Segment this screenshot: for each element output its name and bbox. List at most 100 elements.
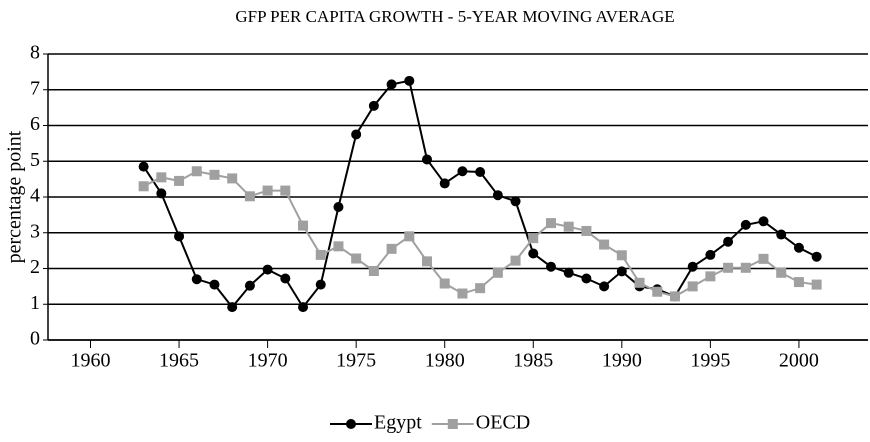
data-point: [227, 173, 238, 184]
y-tick-label: 3: [30, 220, 40, 242]
series-line: [143, 170, 817, 298]
data-point: [244, 191, 255, 202]
data-point: [599, 239, 610, 250]
data-point: [368, 266, 379, 277]
data-point: [705, 249, 716, 260]
data-point: [793, 277, 804, 288]
y-axis-label: percentage point: [4, 130, 26, 263]
x-tick-label: 2000: [779, 350, 819, 372]
data-point: [652, 286, 663, 297]
data-point: [404, 75, 415, 86]
data-point: [740, 262, 751, 273]
x-tick-label: 1970: [248, 350, 288, 372]
data-point: [528, 233, 539, 244]
data-point: [333, 202, 344, 213]
data-point: [723, 236, 734, 247]
data-point: [422, 256, 433, 267]
data-point: [315, 279, 326, 290]
y-tick-label: 1: [30, 292, 40, 314]
data-point: [510, 255, 521, 266]
y-tick-label: 0: [30, 328, 40, 350]
data-point: [740, 219, 751, 230]
data-point: [616, 266, 627, 277]
data-point: [174, 175, 185, 186]
legend-marker: [447, 419, 458, 429]
data-point: [209, 279, 220, 290]
data-point: [262, 185, 273, 196]
data-point: [227, 302, 238, 313]
data-point: [510, 196, 521, 207]
data-point: [811, 279, 822, 290]
y-tick-label: 6: [30, 113, 40, 135]
data-point: [315, 249, 326, 260]
data-point: [156, 188, 167, 199]
data-point: [599, 281, 610, 292]
data-point: [422, 154, 433, 165]
data-point: [758, 253, 769, 264]
data-point: [351, 129, 362, 140]
data-point: [776, 229, 787, 240]
data-point: [545, 261, 556, 272]
data-point: [705, 271, 716, 282]
data-point: [439, 178, 450, 189]
data-point: [563, 267, 574, 278]
data-point: [351, 253, 362, 264]
data-point: [687, 261, 698, 272]
data-point: [581, 273, 592, 284]
x-tick-label: 1965: [159, 350, 199, 372]
data-point: [298, 220, 309, 231]
data-point: [439, 278, 450, 289]
data-point: [758, 216, 769, 227]
data-point: [209, 169, 220, 180]
data-point: [669, 291, 680, 302]
data-point: [280, 273, 291, 284]
legend-label: Egypt: [374, 412, 422, 434]
data-point: [687, 281, 698, 292]
y-tick-label: 5: [30, 149, 40, 171]
legend-marker: [346, 419, 356, 429]
x-tick-label: 1985: [513, 350, 553, 372]
data-point: [475, 166, 486, 177]
data-point: [138, 161, 149, 172]
data-point: [262, 264, 273, 275]
x-tick-label: 1975: [336, 350, 376, 372]
data-point: [545, 218, 556, 229]
data-point: [298, 302, 309, 313]
legend-label: OECD: [476, 412, 530, 434]
x-tick-label: 1980: [425, 350, 465, 372]
data-point: [156, 172, 167, 183]
data-point: [616, 250, 627, 261]
x-tick-label: 1995: [690, 350, 730, 372]
data-point: [386, 79, 397, 90]
data-point: [138, 181, 149, 192]
data-point: [811, 251, 822, 262]
data-point: [723, 262, 734, 273]
data-point: [174, 231, 185, 242]
data-point: [776, 267, 787, 278]
data-point: [563, 221, 574, 232]
y-tick-label: 2: [30, 256, 40, 278]
data-point: [191, 166, 202, 177]
data-point: [404, 231, 415, 242]
data-point: [457, 166, 468, 177]
data-point: [634, 277, 645, 288]
data-point: [528, 248, 539, 259]
x-tick-label: 1960: [71, 350, 111, 372]
data-point: [581, 225, 592, 236]
data-point: [457, 288, 468, 299]
data-point: [492, 190, 503, 201]
data-point: [386, 243, 397, 254]
data-point: [333, 241, 344, 252]
data-point: [492, 267, 503, 278]
y-tick-label: 7: [30, 77, 40, 99]
data-point: [191, 274, 202, 285]
data-point: [793, 242, 804, 253]
data-point: [475, 283, 486, 294]
data-point: [368, 100, 379, 111]
x-tick-label: 1990: [602, 350, 642, 372]
y-tick-label: 4: [30, 185, 40, 207]
y-tick-label: 8: [30, 42, 40, 64]
data-point: [244, 280, 255, 291]
data-point: [280, 185, 291, 196]
